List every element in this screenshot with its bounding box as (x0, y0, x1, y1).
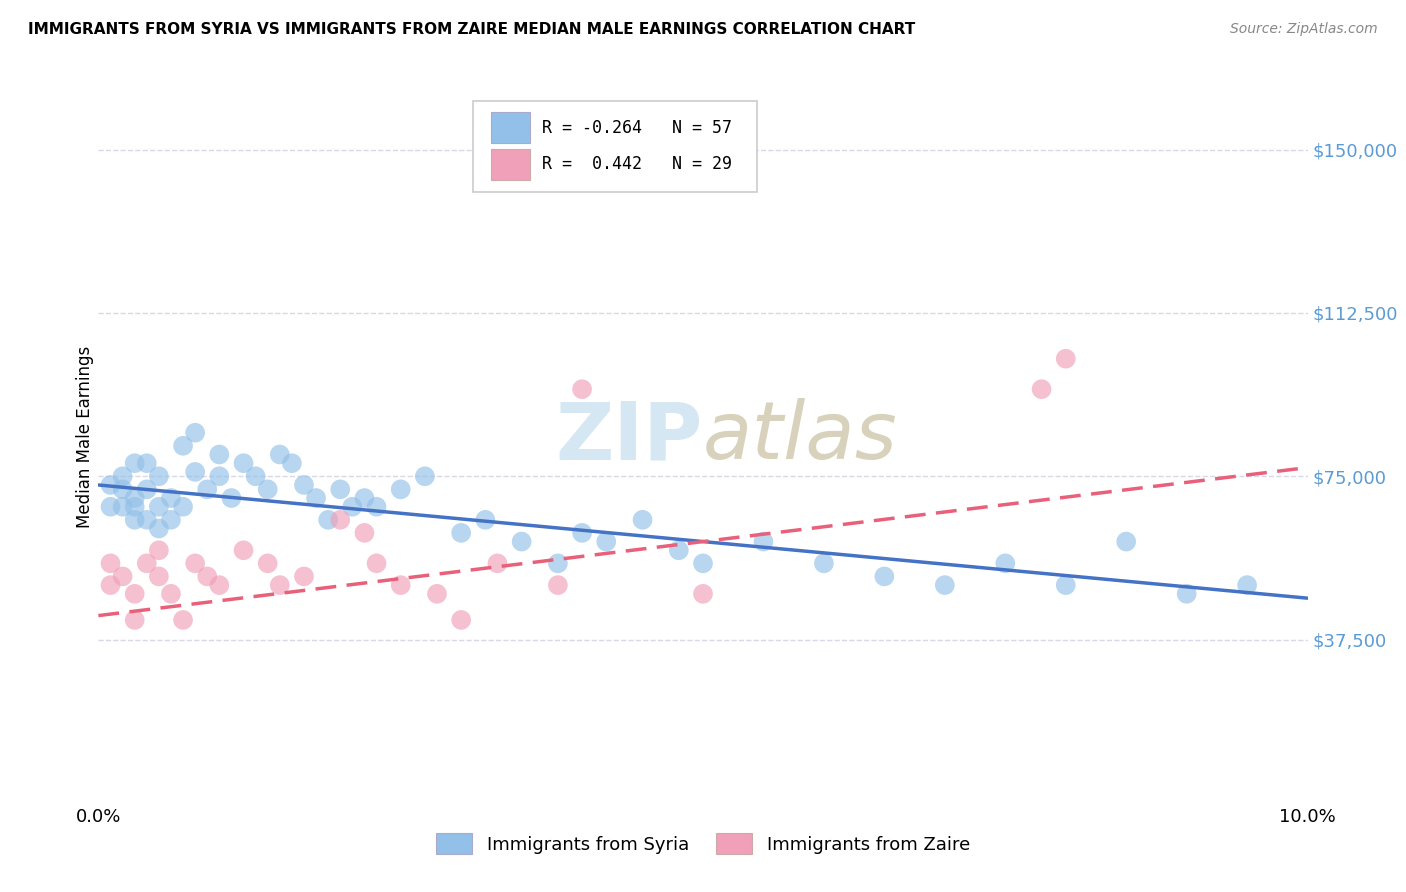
Point (111, 569, 134, 583)
Point (184, 465, 207, 479)
Point (486, 557, 509, 571)
Point (172, 500, 194, 514)
Point (752, 534, 775, 549)
Point (148, 521, 170, 535)
Point (195, 483, 218, 497)
Point (256, 483, 278, 497)
Point (595, 534, 617, 549)
Point (510, 534, 533, 549)
Point (631, 513, 654, 527)
Point (1054, 351, 1077, 366)
Point (269, 578, 291, 592)
Point (353, 491, 375, 505)
Point (450, 525, 472, 540)
Point (292, 478, 315, 492)
Point (1175, 587, 1198, 601)
FancyBboxPatch shape (492, 112, 530, 143)
Point (305, 491, 328, 505)
Point (1031, 382, 1053, 396)
Point (329, 483, 352, 497)
Point (148, 500, 170, 514)
Point (813, 557, 835, 571)
Point (221, 491, 243, 505)
Point (148, 569, 170, 583)
Point (172, 439, 194, 453)
Point (100, 578, 122, 592)
Point (195, 569, 218, 583)
Point (135, 483, 157, 497)
Point (100, 478, 122, 492)
Point (160, 491, 183, 505)
Point (426, 587, 449, 601)
Point (245, 469, 267, 483)
Point (547, 578, 569, 592)
Text: R = -0.264   N = 57: R = -0.264 N = 57 (543, 119, 733, 136)
Point (100, 557, 122, 571)
Point (208, 578, 231, 592)
Point (668, 543, 690, 558)
Point (160, 587, 183, 601)
Point (571, 525, 593, 540)
Y-axis label: Median Male Earnings: Median Male Earnings (76, 346, 94, 528)
Point (269, 448, 291, 462)
Point (474, 513, 496, 527)
Point (135, 557, 157, 571)
Point (111, 500, 134, 514)
Point (1054, 578, 1077, 592)
Text: IMMIGRANTS FROM SYRIA VS IMMIGRANTS FROM ZAIRE MEDIAN MALE EARNINGS CORRELATION : IMMIGRANTS FROM SYRIA VS IMMIGRANTS FROM… (28, 22, 915, 37)
Point (571, 382, 593, 396)
Point (184, 425, 207, 440)
Point (124, 613, 146, 627)
Point (148, 543, 170, 558)
Point (256, 557, 278, 571)
Point (366, 557, 388, 571)
Point (1236, 578, 1258, 592)
Point (135, 513, 157, 527)
Text: Source: ZipAtlas.com: Source: ZipAtlas.com (1230, 22, 1378, 37)
FancyBboxPatch shape (492, 149, 530, 179)
Point (413, 469, 436, 483)
Point (172, 613, 194, 627)
Point (232, 543, 254, 558)
Point (124, 456, 146, 470)
Point (450, 613, 472, 627)
Point (124, 491, 146, 505)
Text: ZIP: ZIP (555, 398, 703, 476)
Point (160, 513, 183, 527)
Point (342, 500, 364, 514)
Point (366, 500, 388, 514)
Point (873, 569, 896, 583)
Point (124, 513, 146, 527)
Point (281, 456, 304, 470)
Point (124, 587, 146, 601)
Point (389, 483, 412, 497)
Point (292, 569, 315, 583)
Point (111, 469, 134, 483)
Point (389, 578, 412, 592)
Point (316, 513, 339, 527)
Point (111, 483, 134, 497)
Point (353, 525, 375, 540)
Point (208, 469, 231, 483)
Point (124, 500, 146, 514)
Point (994, 557, 1017, 571)
Point (208, 448, 231, 462)
Point (934, 578, 956, 592)
FancyBboxPatch shape (474, 101, 758, 192)
Point (232, 456, 254, 470)
Point (135, 456, 157, 470)
Point (692, 557, 714, 571)
Point (184, 557, 207, 571)
Point (100, 500, 122, 514)
Legend: Immigrants from Syria, Immigrants from Zaire: Immigrants from Syria, Immigrants from Z… (429, 826, 977, 862)
Text: atlas: atlas (703, 398, 898, 476)
Point (692, 587, 714, 601)
Point (1115, 534, 1137, 549)
Point (547, 557, 569, 571)
Point (329, 513, 352, 527)
Point (148, 469, 170, 483)
Text: R =  0.442   N = 29: R = 0.442 N = 29 (543, 155, 733, 173)
